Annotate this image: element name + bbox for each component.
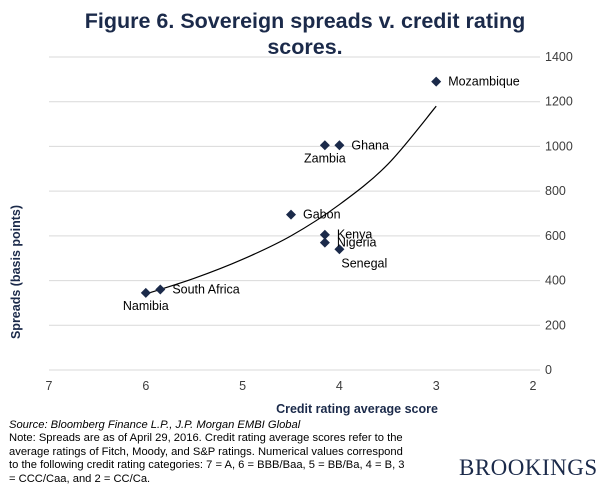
x-axis-title: Credit rating average score bbox=[276, 402, 438, 416]
scatter-plot: 7 6 5 4 3 2 0 200 400 600 800 1000 1200 1400 Mozambi… bbox=[9, 50, 573, 416]
data-point-zambia bbox=[319, 140, 330, 151]
x-tick-label: 7 bbox=[46, 379, 53, 393]
data-point-ghana bbox=[334, 140, 345, 151]
data-point-senegal bbox=[334, 244, 345, 255]
data-point-mozambique bbox=[431, 76, 442, 87]
x-tick-label: 3 bbox=[433, 379, 440, 393]
point-label: Nigeria bbox=[337, 236, 377, 250]
data-point-nigeria bbox=[319, 237, 330, 248]
y-tick-label: 600 bbox=[545, 229, 566, 243]
data-point-namibia bbox=[140, 287, 151, 298]
y-tick-labels: 0 200 400 600 800 1000 1200 1400 bbox=[545, 50, 573, 377]
trendline bbox=[145, 105, 437, 295]
x-tick-label: 6 bbox=[142, 379, 149, 393]
x-tick-label: 4 bbox=[336, 379, 343, 393]
point-label: Zambia bbox=[304, 151, 346, 165]
note-text: Note: Spreads are as of April 29, 2016. … bbox=[9, 432, 405, 485]
brookings-logo: BROOKINGS bbox=[459, 455, 598, 480]
data-point-gabon bbox=[286, 209, 296, 220]
y-tick-label: 800 bbox=[545, 184, 566, 198]
point-label: Mozambique bbox=[448, 75, 520, 89]
point-label: Gabon bbox=[303, 208, 341, 222]
point-label: South Africa bbox=[172, 283, 239, 297]
source-note: Source: Bloomberg Finance L.P., J.P. Mor… bbox=[9, 419, 301, 431]
notes: Source: Bloomberg Finance L.P., J.P. Mor… bbox=[9, 419, 409, 486]
x-tick-labels: 7 6 5 4 3 2 bbox=[46, 379, 537, 393]
y-tick-label: 1200 bbox=[545, 95, 573, 109]
x-tick-label: 5 bbox=[239, 379, 246, 393]
y-tick-label: 200 bbox=[545, 318, 566, 332]
gridlines bbox=[49, 56, 540, 371]
data-point-kenya bbox=[319, 229, 330, 240]
data-points bbox=[140, 76, 442, 298]
point-label: Kenya bbox=[337, 228, 372, 242]
y-tick-label: 1400 bbox=[545, 50, 573, 64]
point-label: Namibia bbox=[123, 299, 169, 313]
chart-title: Figure 6. Sovereign spreads v. credit ra… bbox=[84, 9, 526, 59]
point-label: Ghana bbox=[351, 138, 389, 152]
data-point-south-africa bbox=[155, 284, 166, 295]
y-tick-label: 0 bbox=[545, 363, 552, 377]
x-tick-label: 2 bbox=[530, 379, 537, 393]
point-label: Senegal bbox=[341, 256, 387, 270]
y-tick-label: 400 bbox=[545, 274, 566, 288]
y-axis-title: Spreads (basis points) bbox=[9, 205, 23, 339]
y-tick-label: 1000 bbox=[545, 139, 573, 153]
